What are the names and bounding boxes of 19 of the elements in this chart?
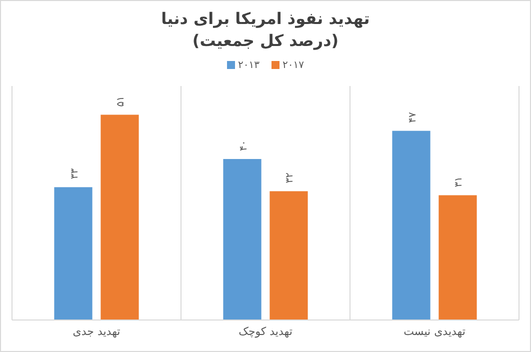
data-label: ۳۳ [69, 168, 80, 180]
x-tick-label: تهدید کوچک [238, 325, 292, 338]
bar [100, 114, 139, 320]
bar [223, 159, 262, 320]
bar [270, 191, 308, 320]
x-tick-label: تهدید جدی [72, 325, 120, 338]
data-label: ۳۲ [284, 172, 296, 184]
bar [438, 195, 477, 320]
bar [392, 130, 430, 320]
data-label: ۴۷ [407, 111, 418, 123]
x-tick-label: تهدیدی نیست [404, 325, 466, 338]
chart-subtitle: (درصد کل جمعیت) [192, 31, 339, 50]
chart-title: تهدید نفوذ امریکا برای دنیا [161, 9, 370, 28]
data-label: ۵۱ [116, 96, 127, 107]
data-label: ۳۱ [454, 176, 465, 188]
data-label: ۴۰ [238, 140, 250, 152]
bar [54, 187, 92, 320]
legend-label: ۲۰۱۳ [238, 60, 260, 71]
legend-label: ۲۰۱۷ [282, 60, 305, 71]
